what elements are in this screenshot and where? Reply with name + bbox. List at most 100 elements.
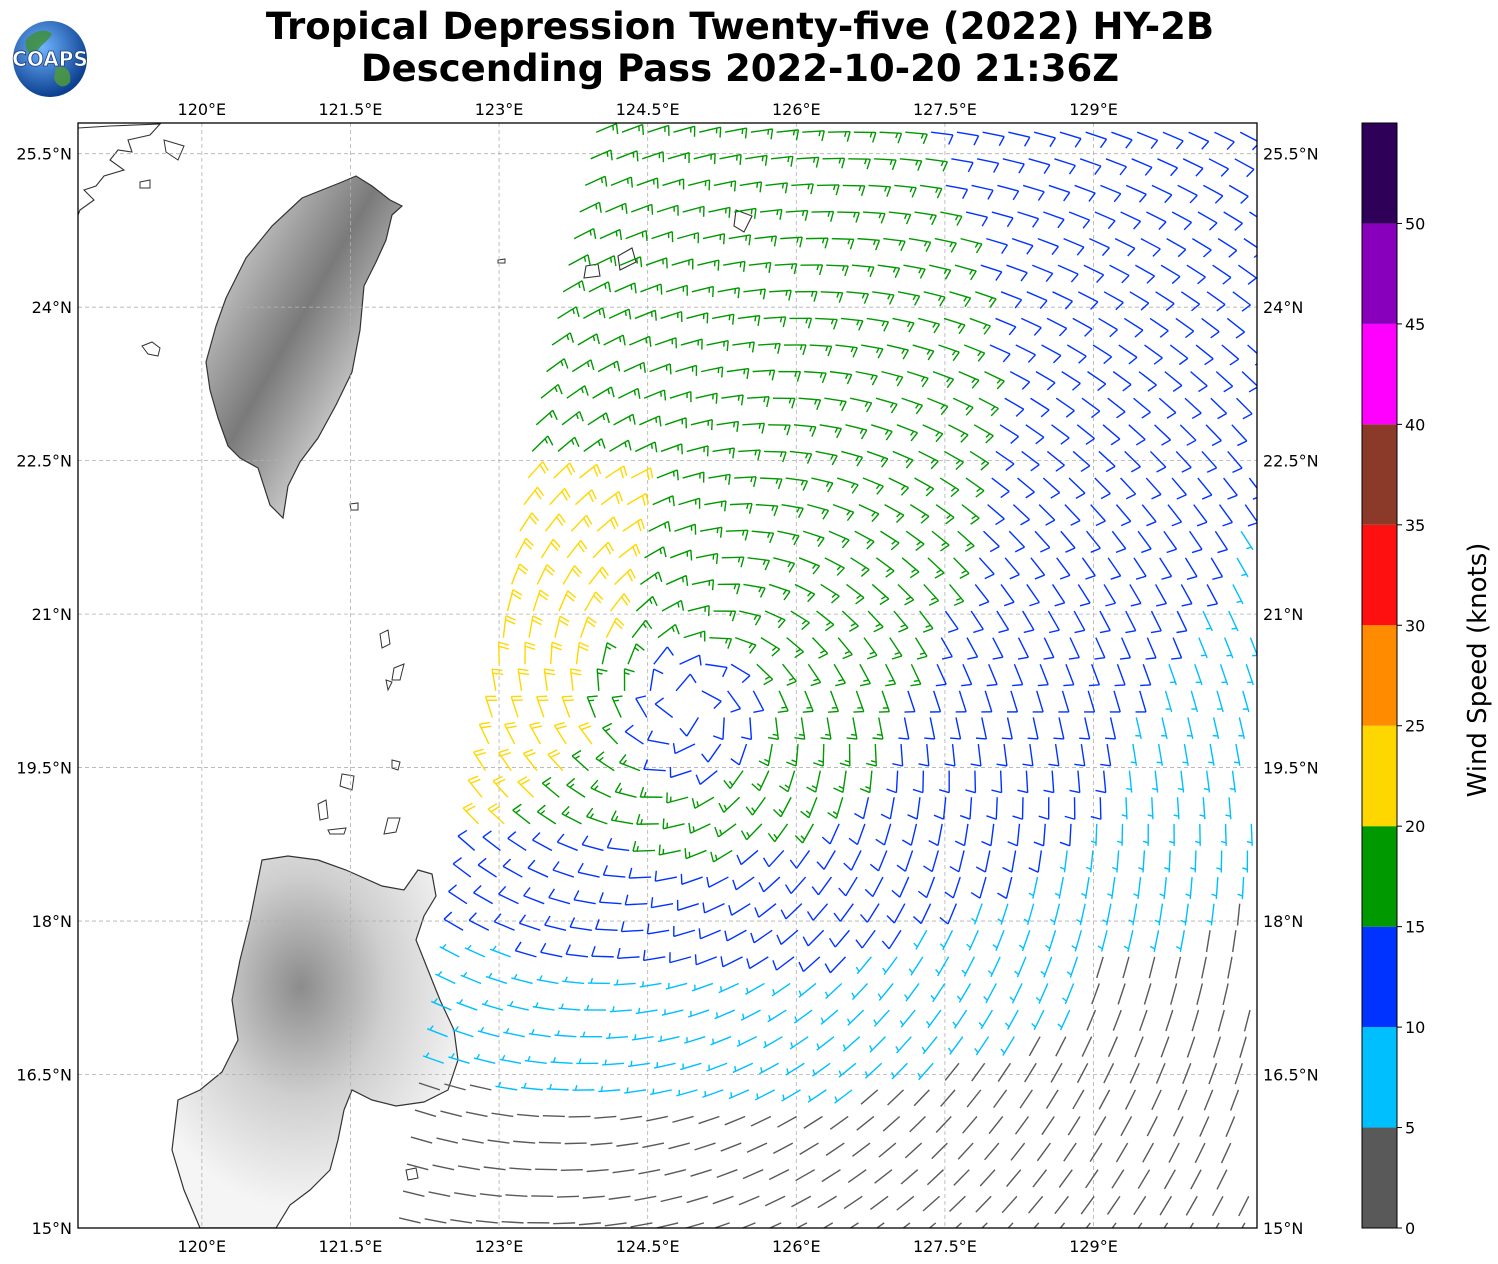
- wind-barb: [1107, 397, 1126, 419]
- wind-barb: [728, 234, 752, 246]
- wind-barb: [1028, 850, 1043, 873]
- wind-barb: [624, 894, 648, 906]
- wind-barb: [933, 797, 947, 820]
- wind-barb: [747, 557, 771, 571]
- wind-barb: [851, 982, 868, 1001]
- wind-barb: [572, 1084, 595, 1091]
- lat-tick-label-right: 24°N: [1263, 298, 1303, 317]
- wind-barb: [1213, 1036, 1222, 1058]
- wind-barb: [522, 748, 538, 772]
- wind-barb: [956, 131, 980, 146]
- wind-barb: [754, 903, 777, 918]
- lon-tick-label-bottom: 129°E: [1069, 1237, 1118, 1256]
- wind-barb: [499, 1054, 522, 1064]
- wind-barb: [1249, 211, 1257, 218]
- wind-barb: [782, 663, 797, 686]
- wind-barb: [1143, 983, 1152, 1005]
- wind-barb: [1035, 983, 1049, 1004]
- wind-barb: [532, 589, 550, 612]
- colorbar-segment: [1362, 524, 1397, 626]
- wind-barb: [634, 1195, 657, 1202]
- wind-barb: [1038, 504, 1056, 526]
- wind-barb: [862, 477, 884, 495]
- wind-barb: [824, 557, 845, 576]
- wind-barb: [930, 690, 942, 713]
- wind-barb: [1151, 184, 1173, 204]
- wind-barb: [921, 1036, 938, 1055]
- wind-barb: [974, 584, 990, 607]
- wind-barb: [688, 179, 711, 191]
- wind-barb: [700, 526, 723, 538]
- wind-barb: [1103, 291, 1124, 311]
- lat-tick-label-left: 24°N: [32, 298, 72, 317]
- wind-barb: [935, 504, 955, 525]
- wind-barb: [639, 786, 663, 798]
- colorbar-tick-label: 15: [1405, 918, 1425, 937]
- wind-barb: [1068, 477, 1086, 499]
- wind-barb: [553, 721, 567, 745]
- lat-tick-label-right: 16.5°N: [1263, 1066, 1319, 1085]
- wind-barb: [1133, 876, 1142, 899]
- wind-barb: [963, 344, 986, 362]
- wind-barb: [664, 1169, 687, 1176]
- wind-barb: [798, 982, 817, 998]
- wind-barb: [750, 929, 773, 944]
- lon-tick-label-bottom: 120°E: [178, 1237, 227, 1256]
- wind-barb: [695, 770, 718, 785]
- wind-barb: [861, 344, 884, 359]
- wind-barb: [462, 802, 480, 825]
- wind-barb: [679, 717, 700, 737]
- wind-barb: [794, 717, 806, 740]
- wind-barb: [1138, 371, 1157, 392]
- wind-barb: [720, 1142, 742, 1152]
- wind-barb: [524, 1055, 547, 1064]
- wind-barb: [649, 668, 664, 691]
- lon-tick-label-bottom: 124.5°E: [616, 1237, 680, 1256]
- wind-barb: [833, 903, 854, 922]
- wind-barb: [888, 477, 910, 496]
- wind-barb: [928, 823, 943, 847]
- wind-barb: [552, 861, 575, 878]
- wind-barb: [701, 690, 722, 710]
- wind-barb: [608, 308, 632, 320]
- wind-barb: [777, 530, 800, 546]
- wind-barb: [751, 770, 770, 792]
- wind-barb: [712, 1195, 734, 1205]
- wind-barb: [614, 782, 637, 798]
- wind-barb: [606, 837, 630, 852]
- wind-barb: [1135, 264, 1156, 284]
- wind-barb: [671, 258, 694, 270]
- wind-barb: [587, 412, 610, 426]
- wind-barb: [406, 1163, 429, 1171]
- wind-barb: [1208, 743, 1215, 766]
- wind-barb: [835, 344, 858, 358]
- wind-barb: [957, 1142, 974, 1160]
- wind-barb: [620, 921, 644, 933]
- wind-barb: [981, 690, 993, 713]
- wind-barb: [1118, 344, 1138, 365]
- wind-barb: [816, 610, 835, 632]
- wind-barb: [925, 158, 949, 172]
- wind-barb: [603, 334, 626, 346]
- wind-barb: [542, 1114, 565, 1118]
- wind-barb: [661, 1009, 684, 1016]
- wind-barb: [1168, 664, 1177, 686]
- wind-barb: [592, 386, 615, 399]
- wind-barb: [512, 803, 531, 825]
- wind-barb: [1085, 1222, 1091, 1228]
- wind-barb: [966, 929, 979, 951]
- wind-barb: [996, 610, 1010, 634]
- wind-barb: [602, 722, 619, 745]
- wind-barb: [1171, 637, 1183, 660]
- wind-barb: [922, 424, 944, 443]
- wind-barb: [1190, 850, 1197, 873]
- wind-barb: [578, 1222, 601, 1226]
- wind-barb: [807, 663, 822, 687]
- wind-barb: [524, 641, 536, 665]
- wind-barb: [774, 263, 798, 275]
- wind-barb: [1244, 504, 1257, 527]
- wind-barb: [1246, 823, 1253, 846]
- wind-barb: [473, 885, 494, 905]
- wind-barb: [477, 1026, 500, 1038]
- wind-barb: [992, 930, 1005, 951]
